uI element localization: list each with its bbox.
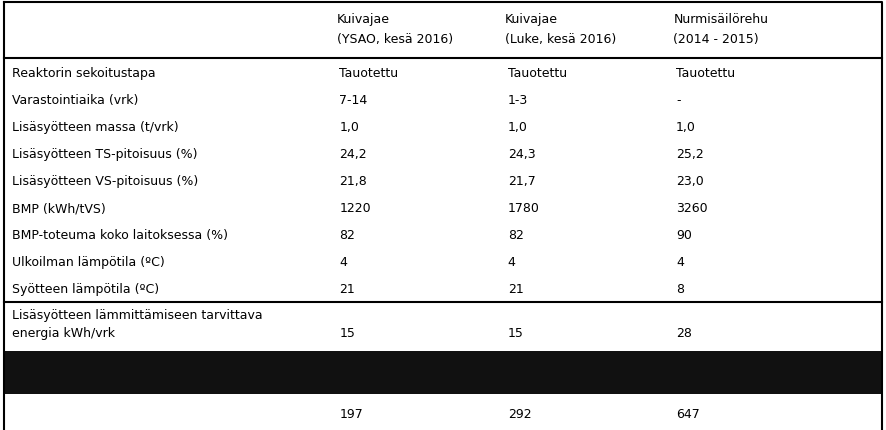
Text: Reaktorin sekoitustapa: Reaktorin sekoitustapa [12,67,155,80]
Text: 23,0: 23,0 [676,175,703,187]
Text: BMP (kWh/tVS): BMP (kWh/tVS) [12,202,105,215]
Text: Tauotettu: Tauotettu [339,67,399,80]
Text: Lisäsyötteen massa (t/vrk): Lisäsyötteen massa (t/vrk) [12,121,178,134]
Bar [332,394,882,430]
Text: (2014 - 2015): (2014 - 2015) [673,33,759,46]
Text: 8: 8 [676,283,684,295]
Text: Lisäsyötteen VS-pitoisuus (%): Lisäsyötteen VS-pitoisuus (%) [12,175,198,187]
Text: 24,3: 24,3 [508,147,535,161]
Text: 82: 82 [508,228,524,241]
Text: 197: 197 [339,408,363,421]
Text: Tauotettu: Tauotettu [676,67,735,80]
Bar [4,351,882,394]
Text: 21: 21 [339,283,355,295]
Text: energia kWh/vrk: energia kWh/vrk [12,326,114,339]
Text: 28: 28 [676,326,692,339]
Text: 4: 4 [676,255,684,268]
Text: Syötteen lämpötila (ºC): Syötteen lämpötila (ºC) [12,283,159,295]
Text: 292: 292 [508,408,532,421]
Text: (Luke, kesä 2016): (Luke, kesä 2016) [505,33,617,46]
Text: 1220: 1220 [339,202,371,215]
Text: 82: 82 [339,228,355,241]
Text: Nurmisäilörehu: Nurmisäilörehu [673,13,768,26]
Text: 15: 15 [508,326,524,339]
Text: 4: 4 [508,255,516,268]
Text: 15: 15 [339,326,355,339]
Text: 4: 4 [339,255,347,268]
Text: BMP-toteuma koko laitoksessa (%): BMP-toteuma koko laitoksessa (%) [12,228,228,241]
Text: Varastointiaika (vrk): Varastointiaika (vrk) [12,94,138,107]
Text: 1,0: 1,0 [508,121,527,134]
Text: Lisäsyötteen TS-pitoisuus (%): Lisäsyötteen TS-pitoisuus (%) [12,147,197,161]
Text: (YSAO, kesä 2016): (YSAO, kesä 2016) [337,33,453,46]
Text: 25,2: 25,2 [676,147,703,161]
Text: 21,8: 21,8 [339,175,367,187]
Text: 1,0: 1,0 [676,121,696,134]
Text: 21: 21 [508,283,524,295]
Text: Ulkoilman lämpötila (ºC): Ulkoilman lämpötila (ºC) [12,255,164,268]
Text: Lisäsyötteen lämmittämiseen tarvittava: Lisäsyötteen lämmittämiseen tarvittava [12,308,262,321]
Text: 1-3: 1-3 [508,94,528,107]
Text: 1,0: 1,0 [339,121,359,134]
Text: 7-14: 7-14 [339,94,368,107]
Text: Tauotettu: Tauotettu [508,67,567,80]
Text: Kuivajae: Kuivajae [337,13,390,26]
Text: 90: 90 [676,228,692,241]
Text: -: - [676,94,680,107]
Text: 21,7: 21,7 [508,175,535,187]
Text: Kuivajae: Kuivajae [505,13,558,26]
Text: 3260: 3260 [676,202,708,215]
Text: 24,2: 24,2 [339,147,367,161]
Text: 1780: 1780 [508,202,540,215]
Text: 647: 647 [676,408,700,421]
